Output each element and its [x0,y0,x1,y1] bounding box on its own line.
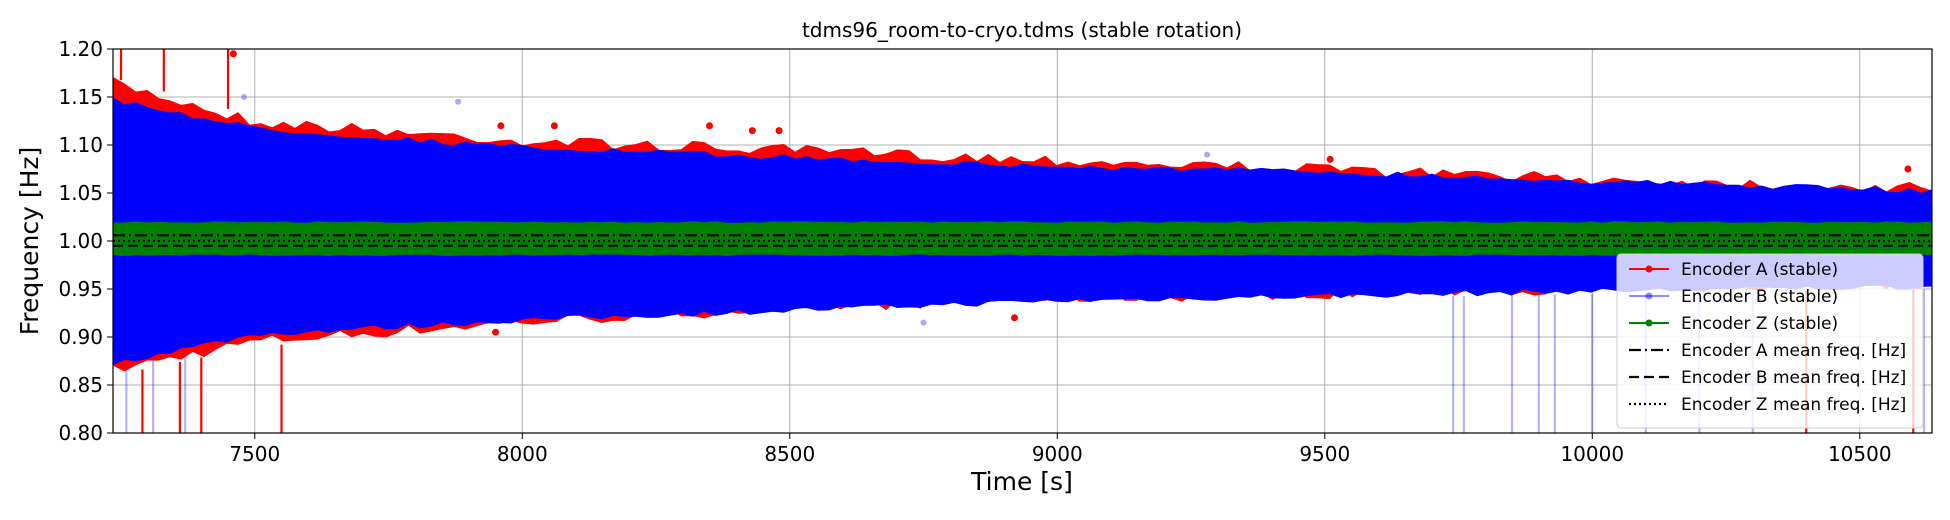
y-tick-label: 1.00 [58,229,103,253]
encoder-b-outlier [1204,151,1211,158]
legend-swatch-marker [1645,292,1653,300]
y-tick-label: 1.15 [58,85,103,109]
y-axis: 0.80 0.85 0.90 0.95 1.00 1.05 1.10 1.15 1.20 [58,37,113,445]
legend-label: Encoder Z mean freq. [Hz] [1681,395,1906,415]
encoder-b-outlier [920,319,927,326]
x-tick-label: 10500 [1828,442,1892,466]
encoder-a-outlier [775,127,783,135]
x-tick-label: 9500 [1299,442,1350,466]
x-tick-label: 10000 [1560,442,1624,466]
x-tick-label: 7500 [229,442,280,466]
y-tick-label: 0.80 [58,421,103,445]
legend-box [1616,253,1924,429]
encoder-a-outlier [229,50,237,58]
x-tick-label: 9000 [1032,442,1083,466]
encoder-a-outlier [706,122,714,130]
encoder-b-outlier [241,94,248,100]
y-axis-label: Frequency [Hz] [15,147,44,336]
legend-label: Encoder B (stable) [1681,287,1838,307]
y-tick-label: 0.85 [58,373,103,397]
encoder-a-outlier [492,328,500,336]
encoder-a-outlier [1326,155,1334,163]
legend: Encoder A (stable) Encoder B (stable) Enco… [1616,253,1924,429]
y-tick-label: 0.90 [58,325,103,349]
encoder-z-band [113,221,1932,256]
legend-label: Encoder B mean freq. [Hz] [1681,368,1906,388]
x-axis: 7500 8000 8500 9000 9500 10000 10500 [229,433,1892,466]
x-tick-label: 8000 [497,442,548,466]
encoder-a-outlier [550,122,558,130]
y-tick-label: 1.05 [58,181,103,205]
x-tick-label: 8500 [764,442,815,466]
encoder-a-outlier [497,122,505,130]
y-tick-label: 1.20 [58,37,103,61]
legend-label: Encoder A mean freq. [Hz] [1681,341,1906,361]
encoder-a-outlier [748,127,756,135]
legend-label: Encoder A (stable) [1681,260,1838,280]
encoder-b-outlier [455,98,462,105]
legend-swatch-marker [1645,319,1653,327]
chart-title: tdms96_room-to-cryo.tdms (stable rotatio… [802,18,1242,42]
y-tick-label: 0.95 [58,277,103,301]
legend-label: Encoder Z (stable) [1681,314,1838,334]
x-axis-label: Time [s] [970,467,1073,496]
encoder-a-outlier [1904,165,1912,173]
plot-area [113,49,1932,433]
encoder-a-outlier [1010,314,1018,322]
legend-swatch-marker [1645,265,1653,273]
y-tick-label: 1.10 [58,133,103,157]
